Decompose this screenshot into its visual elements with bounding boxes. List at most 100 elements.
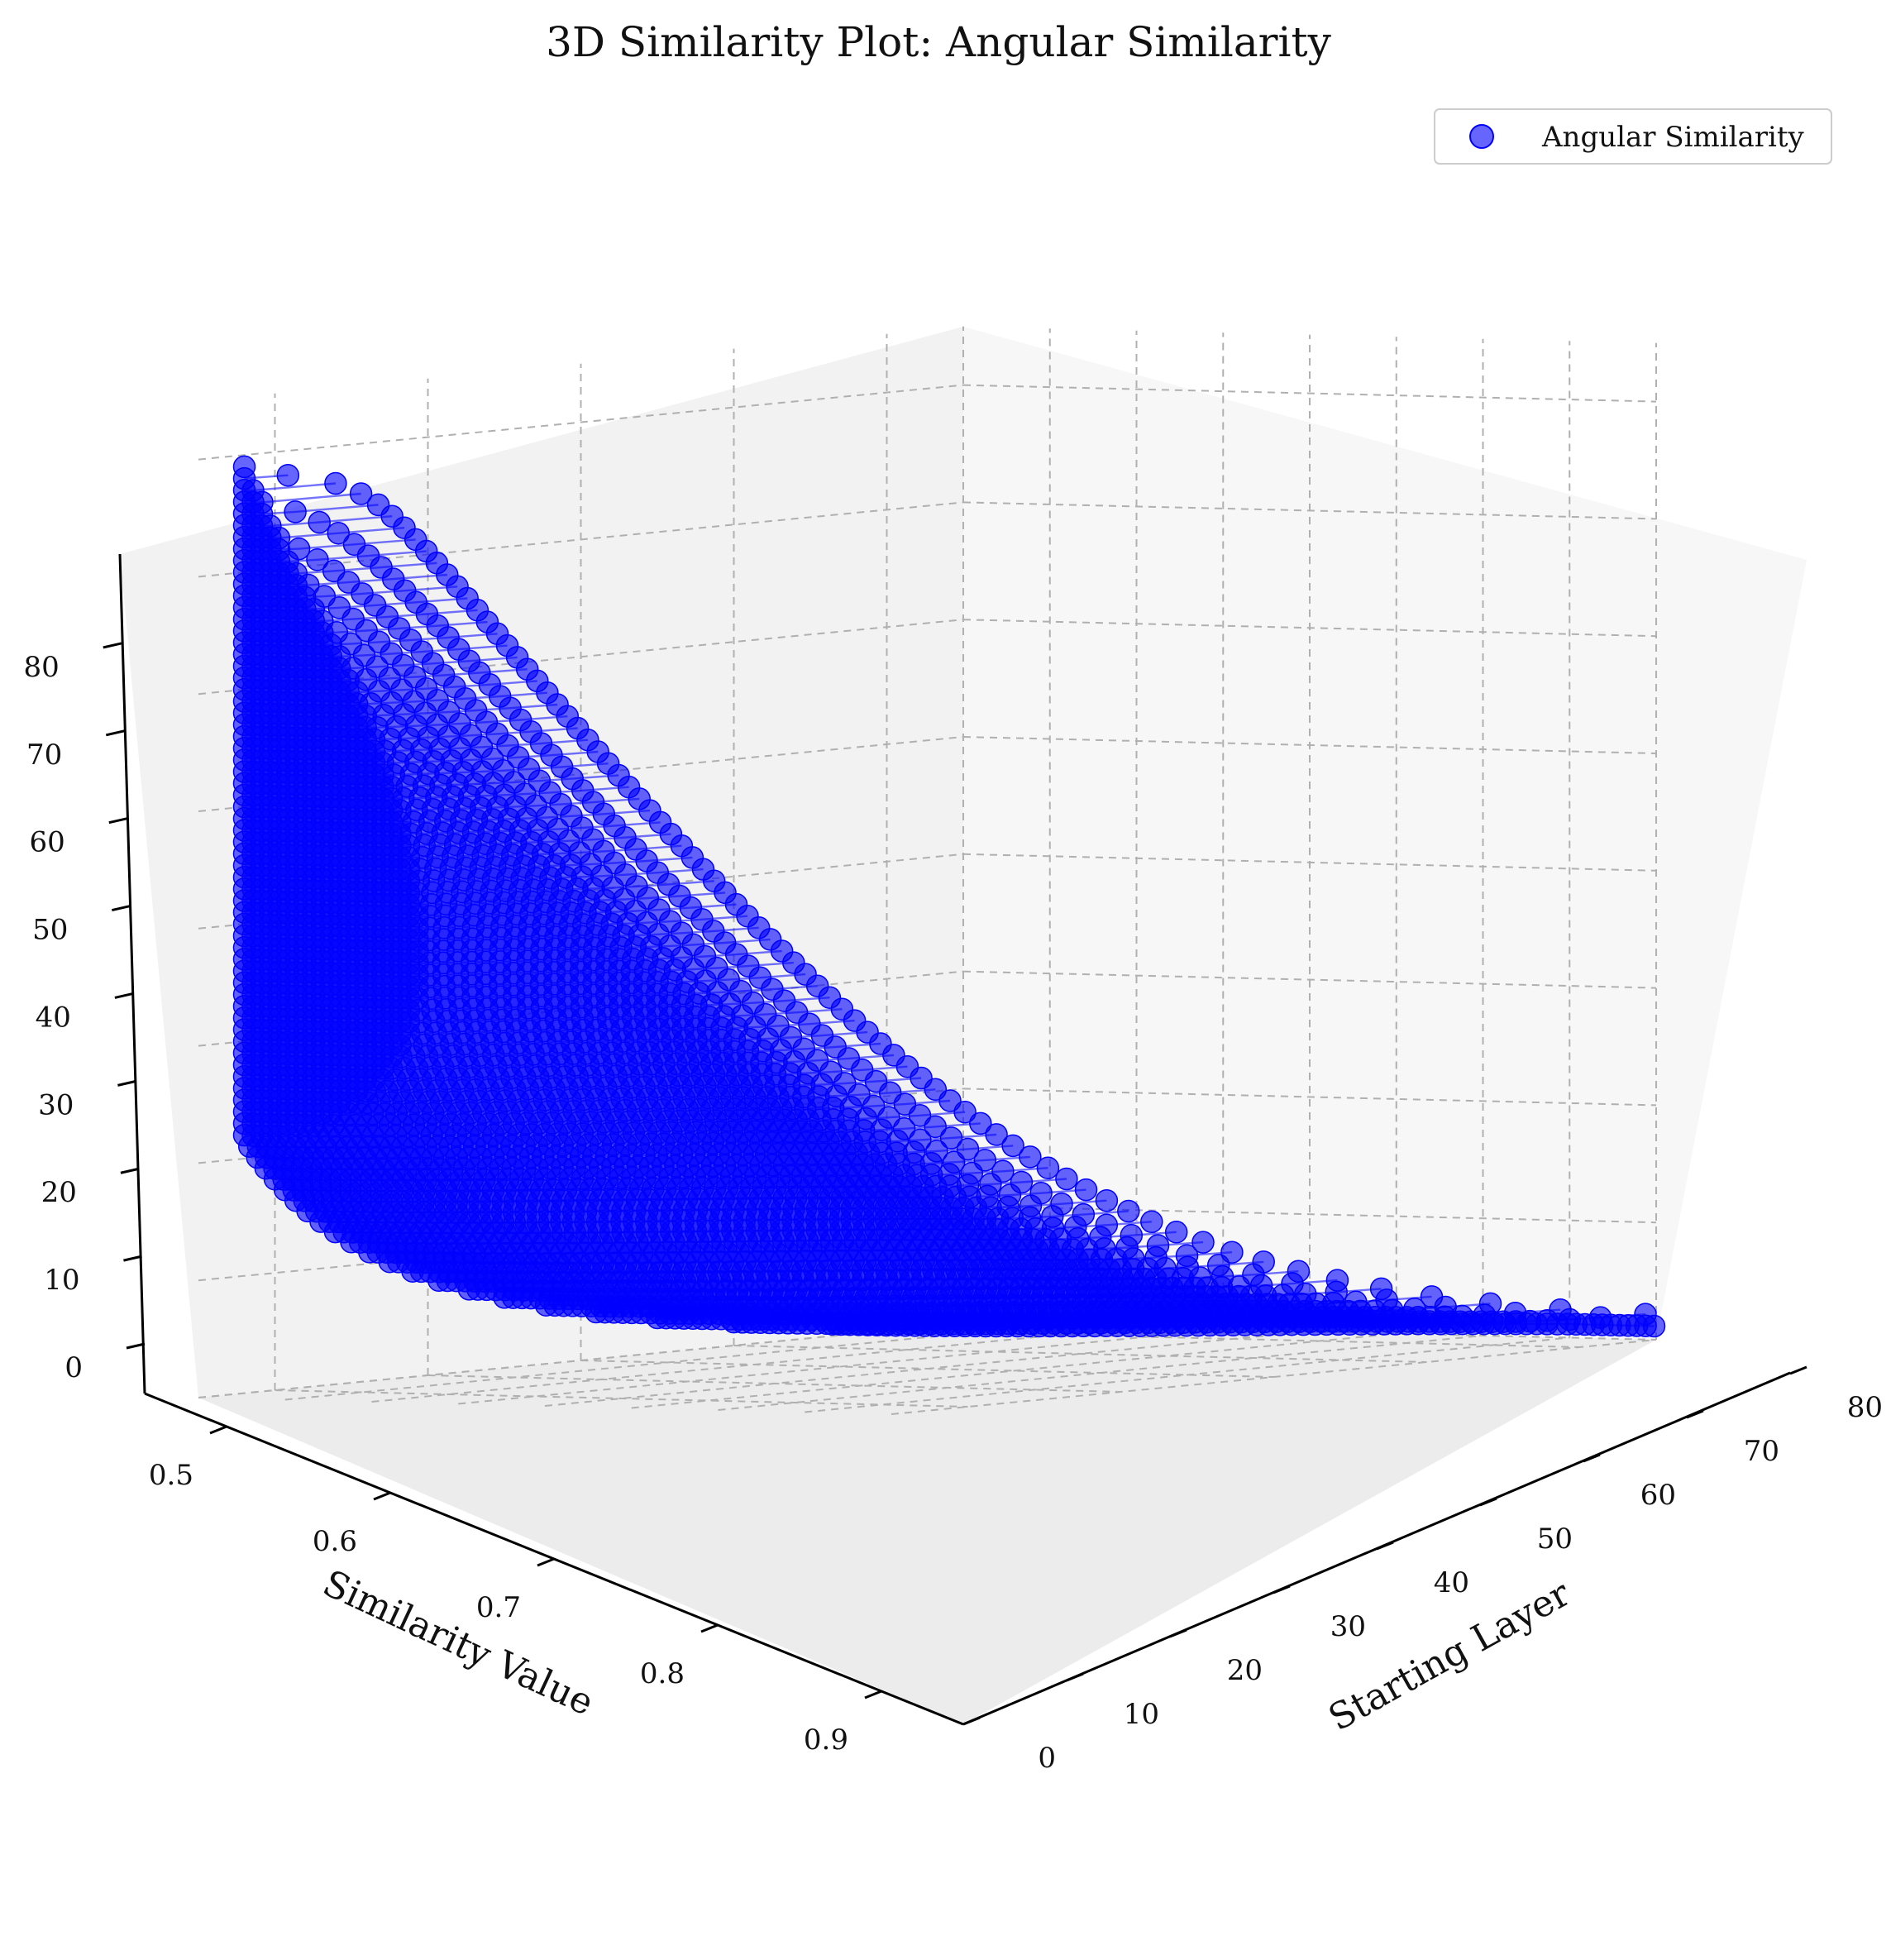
data-point <box>925 1140 948 1163</box>
grid-line-y-floor <box>275 1389 968 1408</box>
x-tick-mark <box>1273 1585 1291 1594</box>
legend: Angular Similarity <box>1434 108 1832 165</box>
data-point <box>985 1123 1008 1146</box>
grid-line-z-right <box>962 384 1657 403</box>
grid-line-z-right <box>962 853 1657 872</box>
grid-line-z-right <box>962 501 1657 520</box>
x-tick-label: 60 <box>1640 1479 1676 1512</box>
data-point <box>1403 1298 1426 1321</box>
grid-line-z-right <box>962 1205 1657 1224</box>
data-point <box>956 1137 980 1161</box>
data-point <box>1072 1202 1096 1226</box>
z-tick-mark <box>114 992 134 999</box>
data-point <box>1191 1231 1215 1254</box>
data-point <box>1140 1210 1163 1234</box>
grid-line-z-left <box>198 501 964 578</box>
data-point <box>1117 1199 1140 1223</box>
z-tick-mark <box>105 729 125 737</box>
data-point <box>366 493 390 517</box>
data-point <box>939 1126 963 1150</box>
data-point <box>306 548 329 571</box>
y-tick-label: 0.7 <box>476 1591 521 1624</box>
z-tick-mark <box>112 905 131 912</box>
data-point <box>313 585 337 608</box>
data-point <box>1074 1178 1098 1202</box>
y-tick-label: 0.8 <box>640 1657 685 1690</box>
data-point <box>973 1149 997 1172</box>
y-tick-label: 0.9 <box>804 1723 848 1757</box>
x-tick-label: 70 <box>1744 1435 1779 1468</box>
grid-line-x-floor <box>805 1336 1570 1413</box>
data-point <box>924 1115 947 1139</box>
z-tick-label: 80 <box>23 651 59 684</box>
data-point <box>1344 1290 1368 1314</box>
data-point <box>327 521 350 545</box>
x-tick-label: 80 <box>1847 1391 1883 1424</box>
data-point <box>1010 1170 1034 1194</box>
z-tick-mark <box>120 1167 140 1174</box>
data-point <box>1050 1192 1073 1216</box>
y-tick-label: 0.5 <box>149 1459 193 1492</box>
legend-marker-icon <box>1469 124 1494 149</box>
data-point <box>342 533 366 557</box>
data-point <box>1220 1241 1244 1264</box>
x-tick-mark <box>1479 1497 1497 1507</box>
z-tick-label: 10 <box>44 1264 79 1297</box>
z-tick-mark <box>117 1079 136 1087</box>
z-tick-label: 30 <box>38 1088 74 1121</box>
x-tick-label: 0 <box>1038 1742 1056 1775</box>
data-point <box>1287 1260 1311 1283</box>
x-tick-label: 30 <box>1330 1610 1366 1643</box>
ticks: 0 10 20 30 40 50 60 70 80 0.5 0.6 0.7 0.8 0.9 0 10 20 30 4… <box>23 642 1883 1775</box>
data-point <box>324 471 347 495</box>
x-tick-mark <box>1789 1365 1807 1375</box>
data-point <box>1029 1181 1053 1205</box>
data-point <box>1095 1188 1119 1212</box>
y-axis-label: Similarity Value <box>317 1562 600 1724</box>
data-point <box>942 1150 966 1174</box>
data-point <box>1420 1285 1444 1308</box>
y-tick-mark <box>700 1623 719 1633</box>
x-tick-label: 10 <box>1124 1698 1159 1731</box>
y-tick-mark <box>864 1690 882 1699</box>
data-point <box>1095 1213 1119 1237</box>
data-point <box>1503 1301 1527 1325</box>
data-point <box>1055 1167 1078 1191</box>
data-point <box>1588 1306 1612 1329</box>
x-tick-mark <box>962 1716 981 1726</box>
data-point <box>1634 1303 1657 1326</box>
data-point <box>276 463 300 487</box>
data-point <box>1549 1298 1572 1322</box>
data-point <box>322 559 346 583</box>
data-point <box>284 500 307 523</box>
data-point <box>1252 1250 1275 1274</box>
grid-line-z-left <box>198 384 964 461</box>
data-point <box>1175 1244 1199 1267</box>
x-tick-label: 20 <box>1227 1654 1263 1687</box>
y-tick-mark <box>537 1557 555 1567</box>
grid-line-z-right <box>962 970 1657 989</box>
x-tick-mark <box>1686 1409 1704 1419</box>
data-point <box>232 455 256 479</box>
grid-line-y-floor <box>733 1345 1427 1363</box>
grid-line-z-right <box>962 736 1657 754</box>
z-tick-label: 0 <box>64 1351 83 1384</box>
z-tick-label: 70 <box>26 739 62 772</box>
x-tick-mark <box>1376 1541 1394 1551</box>
y-tick-mark <box>209 1425 227 1435</box>
grid-line-x-floor <box>458 1328 1224 1405</box>
grid-line-x-floor <box>631 1332 1397 1409</box>
x-tick-mark <box>1066 1672 1084 1682</box>
x-tick-mark <box>1583 1453 1601 1463</box>
y-tick-label: 0.6 <box>313 1525 357 1558</box>
data-point <box>1369 1277 1393 1301</box>
z-tick-label: 60 <box>30 826 65 859</box>
grid-line-y-floor <box>427 1374 1121 1393</box>
data-point <box>909 1128 932 1152</box>
data-point <box>287 537 311 561</box>
grid-line-y-floor <box>580 1360 1274 1378</box>
z-tick-mark <box>103 642 122 649</box>
data-point <box>1325 1269 1349 1292</box>
pane-floor <box>198 1323 1656 1724</box>
